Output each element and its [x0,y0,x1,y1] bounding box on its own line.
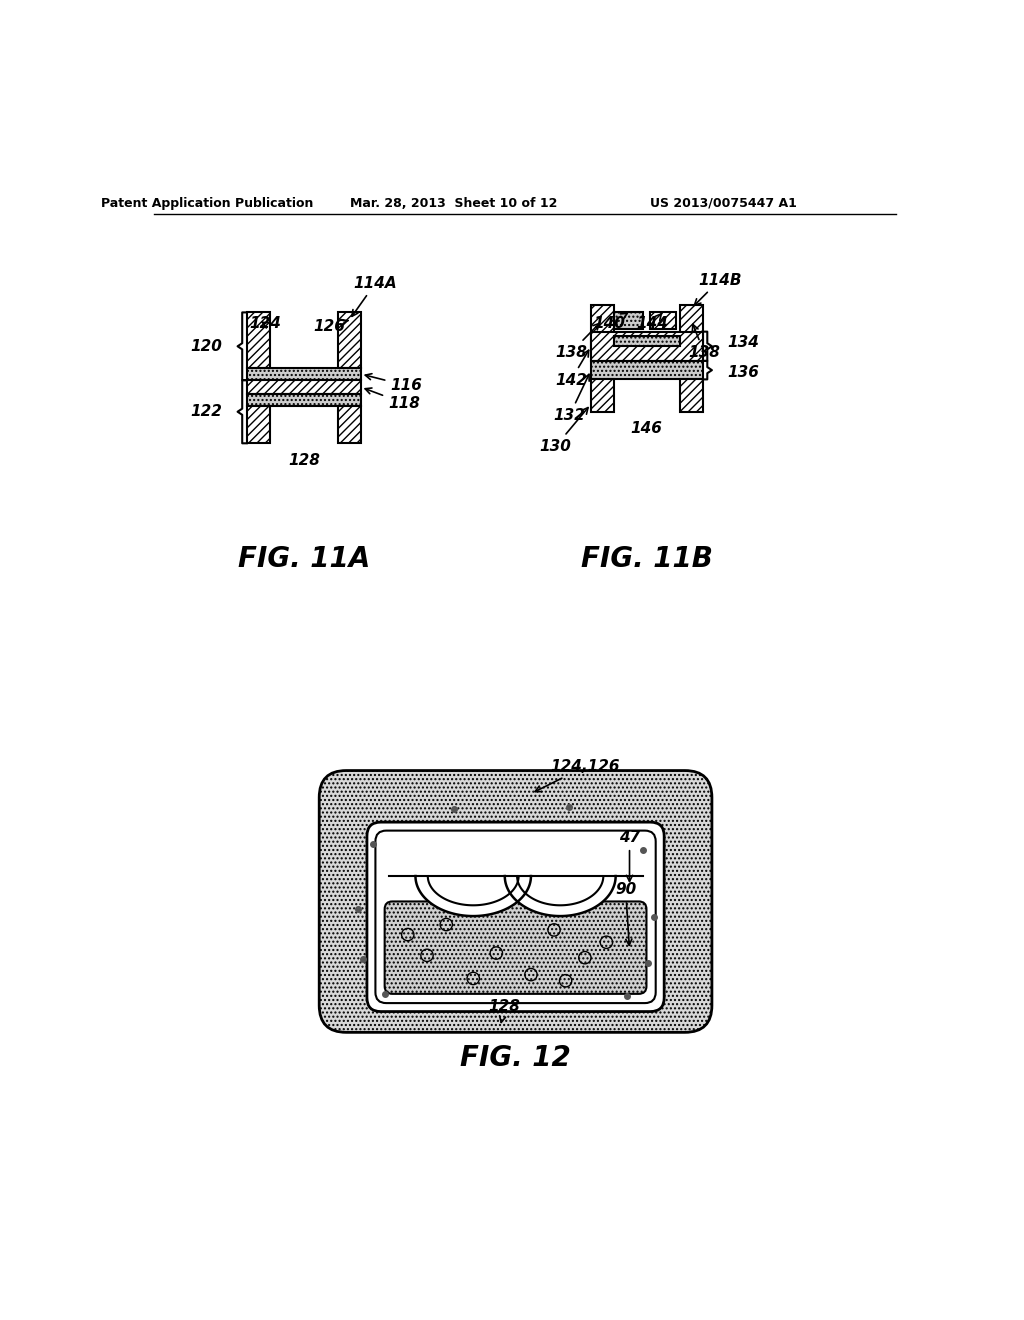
Text: 134: 134 [727,335,759,350]
Text: 122: 122 [190,404,222,420]
Text: 142: 142 [555,350,589,388]
Bar [591,331,702,360]
Text: 136: 136 [727,364,759,380]
Text: 47: 47 [618,830,640,882]
Polygon shape [416,876,531,916]
Text: 130: 130 [540,408,588,454]
Text: 126: 126 [313,318,348,334]
Bar [614,313,643,330]
Text: 132: 132 [554,375,589,424]
Text: 140: 140 [594,313,628,331]
Polygon shape [505,876,615,916]
Bar [247,313,270,368]
Text: 138: 138 [688,325,720,360]
Bar [591,379,614,412]
Text: 118: 118 [366,388,420,411]
Text: 128: 128 [288,453,319,467]
Bar [247,407,270,444]
Text: 124,126: 124,126 [536,759,620,792]
Bar [247,395,360,407]
Text: 114A: 114A [352,276,397,317]
Text: US 2013/0075447 A1: US 2013/0075447 A1 [650,197,797,210]
Text: FIG. 11B: FIG. 11B [581,545,713,573]
Text: 128: 128 [488,999,521,1023]
Text: 116: 116 [366,374,422,393]
Text: 124: 124 [250,317,282,331]
Text: 90: 90 [615,882,636,945]
Text: Mar. 28, 2013  Sheet 10 of 12: Mar. 28, 2013 Sheet 10 of 12 [350,197,558,210]
FancyBboxPatch shape [319,771,712,1032]
Bar [680,379,702,412]
FancyBboxPatch shape [385,902,646,994]
Bar [649,313,676,330]
Bar [680,305,702,355]
Bar [247,368,360,380]
Bar [247,380,360,395]
Text: 138: 138 [555,323,599,360]
Text: FIG. 11A: FIG. 11A [238,545,370,573]
Text: 144: 144 [637,313,669,331]
Bar [614,335,680,346]
Bar [591,305,614,355]
Bar [338,313,360,368]
Text: 146: 146 [631,421,663,436]
Bar [338,407,360,444]
Text: 114B: 114B [694,272,741,305]
Text: 120: 120 [190,339,222,354]
FancyBboxPatch shape [367,822,665,1011]
Text: Patent Application Publication: Patent Application Publication [101,197,313,210]
Text: FIG. 12: FIG. 12 [460,1044,571,1072]
Bar [591,360,702,379]
